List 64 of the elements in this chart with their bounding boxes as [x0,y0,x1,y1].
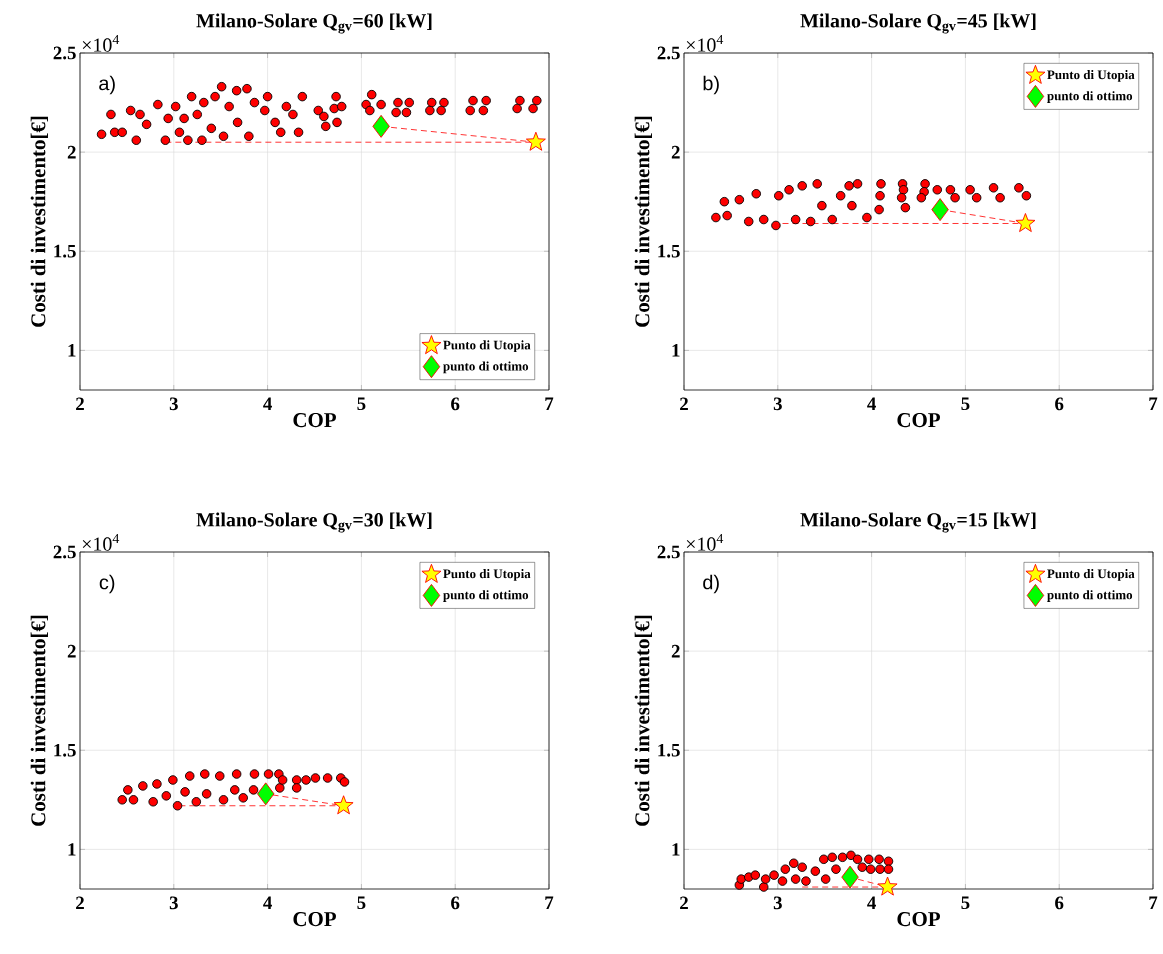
x-tick-label: 5 [961,896,970,910]
y-tick-label: 2 [671,145,680,159]
annotation: b) [703,75,719,95]
x-tick-label: 5 [357,896,366,910]
text: ×10$^{4}$ [82,34,120,52]
x-tick-label: 6 [451,896,460,910]
text: ×10$^{4}$ [686,533,724,551]
legend-label: Punto di Utopia [443,569,531,581]
y-tick-label: 1 [68,843,76,856]
y-tick-label: 1.5 [658,244,680,258]
chart-title: Milano-Solare Q$_{gv}$=60 [kW] [196,13,432,34]
legend-label: punto di ottimo [443,361,529,374]
annotation: a) [99,75,115,95]
annotation: c) [99,574,115,594]
y-tick-label: 2.5 [53,545,76,559]
x-tick-label: 4 [263,896,272,909]
y-tick-label: 2 [67,145,76,159]
y-tick-label: 2.5 [53,46,76,60]
y-tick-label: 2 [67,644,76,658]
y-tick-label: 1 [672,344,680,357]
x-tick-label: 4 [867,896,876,909]
y-tick-label: 1.5 [658,743,680,757]
text: ×10$^{4}$ [82,533,120,551]
x-tick-label: 6 [1055,397,1064,411]
x-tick-label: 3 [169,397,178,411]
x-axis-title: COP [293,912,336,927]
chart-title: Milano-Solare Q$_{gv}$=15 [kW] [800,512,1036,533]
x-tick-label: 7 [1149,397,1158,410]
legend-label: punto di ottimo [443,590,529,602]
y-axis-title: Costi di investimento[€] [634,615,652,826]
x-tick-label: 6 [1055,896,1064,910]
x-tick-label: 3 [773,896,782,910]
x-tick-label: 7 [545,896,554,909]
x-tick-label: 3 [773,397,782,411]
x-tick-label: 7 [545,397,554,410]
legend-label: Punto di Utopia [443,340,531,353]
x-tick-label: 4 [867,397,876,410]
x-axis-title: COP [897,912,940,927]
x-axis-title: COP [293,413,336,428]
y-tick-label: 1 [672,843,680,856]
y-axis-title: Costi di investimento[€] [634,116,652,327]
x-tick-label: 7 [1149,896,1158,909]
annotation: d) [703,574,719,594]
chart-title: Milano-Solare Q$_{gv}$=30 [kW] [196,512,432,533]
legend-label: punto di ottimo [1047,91,1133,103]
x-tick-label: 3 [169,896,178,910]
legend-label: punto di ottimo [1047,590,1133,602]
x-tick-label: 5 [961,397,970,411]
x-axis-title: COP [897,413,940,428]
legend-label: Punto di Utopia [1047,70,1135,82]
y-tick-label: 1 [68,344,76,357]
y-tick-label: 2.5 [657,545,680,559]
text: ×10$^{4}$ [686,34,724,52]
y-tick-label: 1.5 [54,244,76,258]
y-axis-title: Costi di investimento[€] [30,116,48,327]
x-tick-label: 6 [451,397,460,411]
y-axis-title: Costi di investimento[€] [30,615,48,826]
chart-title: Milano-Solare Q$_{gv}$=45 [kW] [800,13,1036,34]
x-tick-label: 5 [357,397,366,411]
x-tick-label: 4 [263,397,272,410]
y-tick-label: 2 [671,644,680,658]
legend-label: Punto di Utopia [1047,569,1135,581]
y-tick-label: 2.5 [657,46,680,60]
y-tick-label: 1.5 [54,743,76,757]
